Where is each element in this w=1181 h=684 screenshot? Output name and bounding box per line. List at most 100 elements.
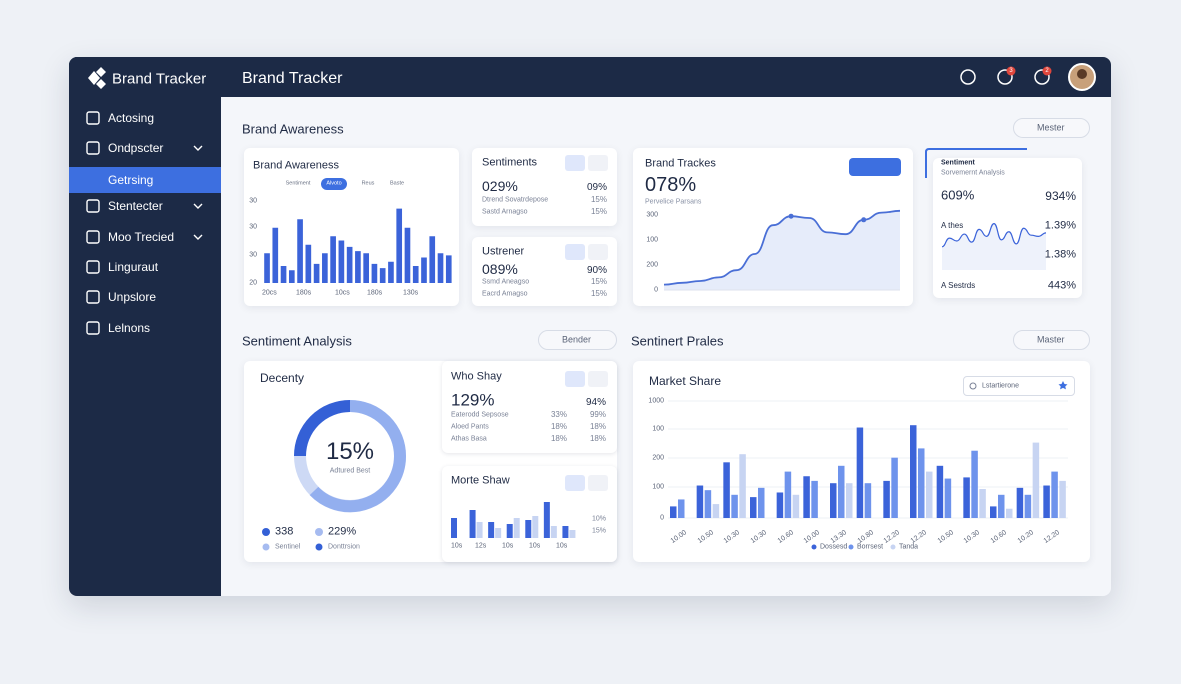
badge-count: 3 bbox=[1009, 68, 1013, 74]
row-label: A thes bbox=[941, 221, 964, 230]
x-label: 130s bbox=[403, 289, 419, 297]
row-value: 15% bbox=[590, 195, 607, 204]
card-title: Sentiments bbox=[482, 156, 538, 169]
card-title: Sentiment bbox=[941, 159, 975, 167]
row-value: 33% bbox=[550, 410, 567, 419]
card-title: Brand Trackes bbox=[645, 157, 716, 170]
x-label: 10s bbox=[556, 542, 568, 550]
active-item[interactable] bbox=[69, 167, 221, 193]
row-value: 1.39% bbox=[1044, 219, 1076, 232]
y-label: 30 bbox=[249, 197, 257, 205]
menu-item[interactable]: Moo Trecied bbox=[108, 230, 175, 244]
x-label: 12s bbox=[475, 542, 487, 550]
row-value: 18% bbox=[550, 434, 567, 443]
row-value: 1.38% bbox=[1044, 248, 1076, 261]
y-label: 0 bbox=[660, 514, 664, 522]
tab[interactable]: Baste bbox=[389, 180, 405, 187]
x-label: 180s bbox=[296, 289, 312, 297]
y-label: 300 bbox=[646, 211, 658, 219]
legend-label: Borrsest bbox=[857, 543, 884, 551]
icon-button[interactable] bbox=[565, 244, 585, 260]
menu-item[interactable]: Unpslore bbox=[108, 290, 157, 304]
donut-caption: Adtured Best bbox=[329, 467, 371, 475]
row-label: A Sestrds bbox=[941, 281, 976, 290]
y-label: 200 bbox=[646, 261, 658, 269]
card-title: Decenty bbox=[260, 371, 305, 385]
y-label: 100 bbox=[646, 236, 658, 244]
legend-label: Donttrsion bbox=[328, 543, 360, 551]
filter[interactable] bbox=[538, 330, 617, 350]
menu-item[interactable]: Stentecter bbox=[108, 199, 163, 213]
search[interactable] bbox=[963, 376, 1075, 396]
tab[interactable]: Reus bbox=[361, 180, 375, 187]
icon-button[interactable] bbox=[565, 475, 585, 491]
menu-item[interactable]: Ondpscter bbox=[108, 141, 164, 155]
menu-item[interactable]: Linguraut bbox=[108, 260, 159, 274]
header-bar bbox=[69, 57, 1111, 97]
legend-label: Sentinel bbox=[275, 543, 301, 551]
tooltip-button[interactable] bbox=[849, 158, 901, 176]
filter[interactable] bbox=[1013, 330, 1090, 350]
card-title: Brand Awareness bbox=[253, 159, 340, 172]
x-label: 10s bbox=[451, 542, 463, 550]
search-text[interactable]: Lstartierone bbox=[982, 382, 1019, 390]
icon-button[interactable] bbox=[588, 244, 608, 260]
section-title: Sentinert Prales bbox=[631, 333, 724, 349]
kpi-value: 089% bbox=[482, 261, 518, 277]
card-awareness bbox=[244, 148, 459, 306]
row-label: Eaterodd Sepsose bbox=[451, 411, 509, 419]
icon-button[interactable] bbox=[588, 155, 608, 171]
section-title: Sentiment Analysis bbox=[242, 333, 352, 349]
tab[interactable]: Sentiment bbox=[285, 180, 311, 187]
row-label: Eacrd Amagso bbox=[482, 290, 528, 298]
icon-button[interactable] bbox=[565, 155, 585, 171]
menu-item[interactable]: Lelnons bbox=[108, 321, 151, 335]
tab[interactable]: Alvoto bbox=[326, 180, 342, 187]
y-label: 30 bbox=[249, 223, 257, 231]
x-label: 10s bbox=[502, 542, 514, 550]
filter[interactable] bbox=[1013, 118, 1090, 138]
card-title: Ustrener bbox=[482, 245, 525, 258]
page-title: Brand Tracker bbox=[242, 70, 343, 87]
card-title: Market Share bbox=[649, 374, 722, 388]
y-label: 200 bbox=[652, 454, 664, 462]
row-value: 443% bbox=[1047, 279, 1076, 292]
filter-label[interactable]: Mester bbox=[1037, 122, 1065, 133]
row-value: 15% bbox=[590, 289, 607, 298]
menu-item[interactable]: Actosing bbox=[108, 111, 155, 125]
y-label: 1000 bbox=[648, 397, 664, 405]
x-label: 10s bbox=[529, 542, 541, 550]
y-label: 0 bbox=[654, 286, 658, 294]
y-label: 20 bbox=[249, 279, 257, 287]
row-value: 18% bbox=[550, 422, 567, 431]
kpi-side: 934% bbox=[1045, 189, 1076, 203]
legend-value: 338 bbox=[275, 525, 294, 538]
row-label: Dtrend Sovatrdepose bbox=[482, 196, 549, 204]
icon-button[interactable] bbox=[588, 475, 608, 491]
row-label: Ssmd Aneagso bbox=[482, 278, 530, 286]
tab-active[interactable] bbox=[321, 178, 347, 190]
icon-button[interactable] bbox=[588, 371, 608, 387]
filter-label[interactable]: Master bbox=[1037, 334, 1065, 345]
section-title: Brand Awareness bbox=[242, 121, 344, 137]
card-who bbox=[442, 361, 617, 453]
menu-item[interactable]: Getrsing bbox=[108, 173, 154, 187]
subtitle: Pervelice Parsans bbox=[645, 198, 702, 206]
y-label: 100 bbox=[652, 483, 664, 491]
card-title: Morte Shaw bbox=[451, 474, 510, 487]
y-label: 100 bbox=[652, 425, 664, 433]
brand: Brand Tracker bbox=[112, 70, 207, 88]
row-value: 18% bbox=[589, 434, 606, 443]
row-value: 15% bbox=[590, 207, 607, 216]
row-value: 18% bbox=[589, 422, 606, 431]
kpi-side: 94% bbox=[585, 397, 606, 408]
filter-label[interactable]: Bender bbox=[562, 334, 592, 345]
side-label: 15% bbox=[591, 527, 606, 535]
kpi-value: 609% bbox=[941, 187, 975, 203]
legend-label: Dossesd bbox=[820, 543, 848, 551]
kpi-value: 078% bbox=[645, 174, 697, 196]
icon-button[interactable] bbox=[565, 371, 585, 387]
kpi-value: 129% bbox=[451, 390, 495, 410]
badge-count: 2 bbox=[1045, 68, 1049, 74]
